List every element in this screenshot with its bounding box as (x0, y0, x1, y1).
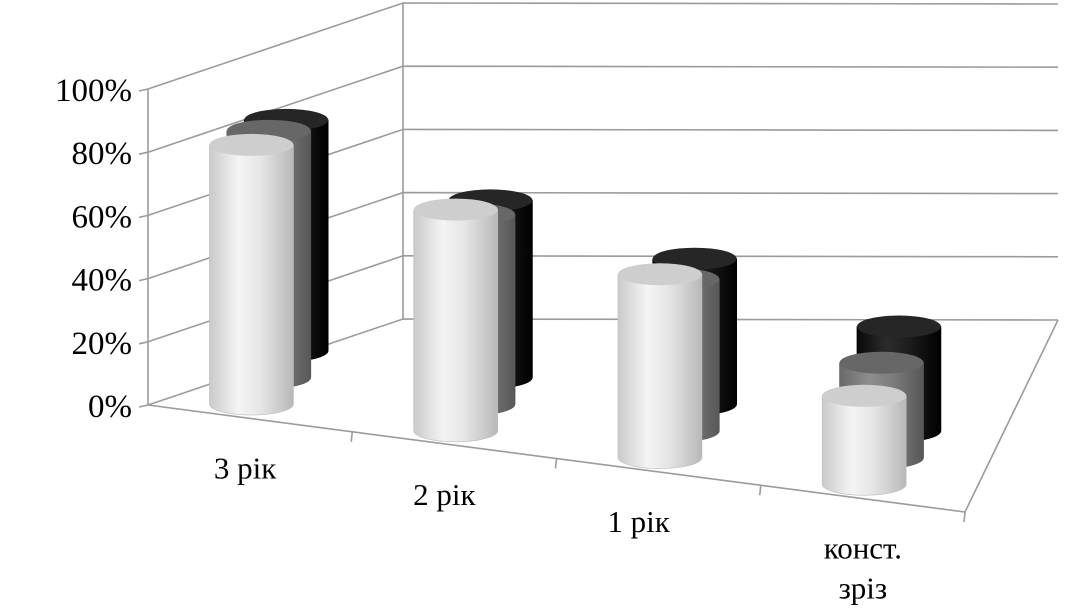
x-category-label-line: конст. (824, 531, 902, 566)
cylinder-top (209, 133, 294, 156)
cylinder-bar (617, 263, 703, 469)
gridline (147, 2, 1059, 90)
x-category-label-line: зріз (839, 571, 888, 606)
y-tick-mark (138, 214, 149, 219)
y-tick-label: 100% (55, 73, 132, 109)
x-category-label: конст. зріз (824, 531, 902, 606)
cylinder-top (617, 263, 702, 286)
plot-area (209, 108, 942, 496)
x-category-label-line: 1 рік (607, 504, 670, 539)
cylinder-bar (209, 133, 294, 416)
cylinder-top (413, 198, 498, 221)
axis-labels: 0% 20% 40% 60% 80% 100% 3 рік 2 рік 1 рік конст. з… (55, 73, 902, 606)
cylinder-top (839, 351, 924, 374)
y-tick-label: 40% (72, 263, 133, 299)
x-category-label: 1 рік (607, 504, 670, 539)
cylinder-body (821, 395, 907, 496)
y-tick-label: 60% (72, 199, 133, 235)
x-category-label: 3 рік (214, 450, 277, 485)
y-tick-mark (138, 404, 149, 408)
y-tick-label: 0% (88, 389, 132, 425)
x-category-label-line: 3 рік (214, 450, 277, 485)
x-tick-mark (350, 431, 354, 442)
y-tick-mark (138, 341, 149, 345)
cylinder-bar (821, 384, 907, 496)
x-tick-mark (758, 485, 762, 496)
y-tick-mark (138, 88, 149, 92)
cylinder-top (856, 315, 941, 338)
cylinder-body (617, 273, 703, 469)
x-category-label: 2 рік (413, 477, 476, 512)
cylinder-bar (413, 198, 499, 443)
y-tick-label: 20% (72, 326, 133, 362)
x-tick-mark (963, 511, 966, 523)
y-tick-label: 80% (72, 136, 133, 172)
x-category-label-line: 2 рік (413, 477, 476, 512)
y-tick-mark (138, 151, 149, 155)
x-tick-mark (554, 458, 558, 469)
cylinder-body (413, 209, 499, 443)
cylinder-top (822, 384, 907, 407)
cylinder-body (209, 144, 294, 416)
y-tick-mark (138, 277, 149, 282)
